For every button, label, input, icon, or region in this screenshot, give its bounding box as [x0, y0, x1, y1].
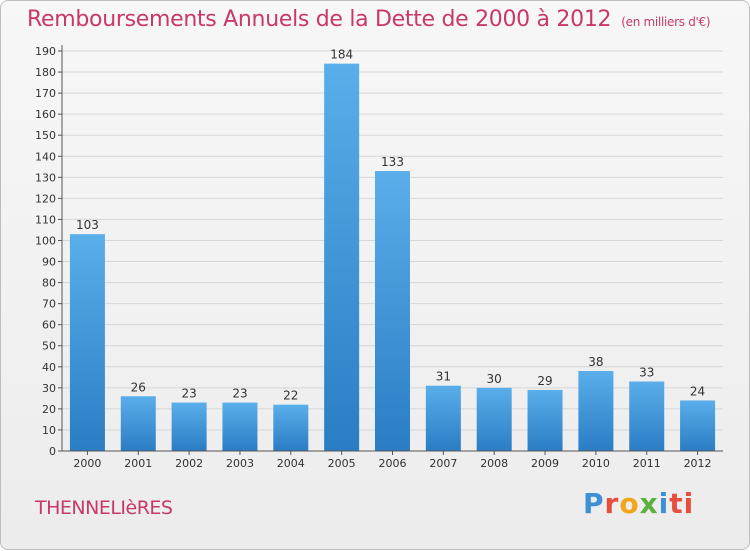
x-tick-label-2006: 2006 — [379, 457, 407, 470]
bar-2005 — [324, 63, 360, 451]
y-tick-label: 110 — [35, 213, 56, 226]
bar-2008 — [476, 387, 512, 451]
labels: 0 10 20 30 40 50 60 70 80 90 100 110 120 130 140 150 160… — [35, 45, 712, 470]
value-label-2009: 29 — [537, 374, 552, 388]
value-label-2000: 103 — [76, 218, 99, 232]
bar-2007 — [425, 385, 461, 451]
x-tick-label-2009: 2009 — [531, 457, 559, 470]
bar-2002 — [171, 402, 207, 451]
y-tick-label: 160 — [35, 108, 56, 121]
proxiti-logo: Proxiti — [583, 487, 695, 520]
commune-name: THENNELIèRES — [35, 497, 173, 519]
x-tick-label-2004: 2004 — [277, 457, 305, 470]
bar-2003 — [222, 402, 258, 451]
x-tick-label-2005: 2005 — [328, 457, 356, 470]
axes — [58, 45, 723, 455]
value-label-2006: 133 — [381, 155, 404, 169]
chart-title: Remboursements Annuels de la Dette de 20… — [27, 7, 711, 32]
x-tick-label-2010: 2010 — [582, 457, 610, 470]
y-tick-label: 0 — [49, 445, 56, 458]
y-tick-label: 120 — [35, 192, 56, 205]
value-label-2004: 22 — [283, 389, 298, 403]
value-label-2007: 31 — [436, 370, 451, 384]
y-tick-label: 80 — [42, 277, 56, 290]
bar-2004 — [273, 404, 309, 451]
y-tick-label: 70 — [42, 298, 56, 311]
bar-2000 — [69, 234, 105, 451]
y-tick-label: 60 — [42, 319, 56, 332]
y-tick-label: 50 — [42, 340, 56, 353]
y-tick-label: 180 — [35, 66, 56, 79]
x-tick-label-2003: 2003 — [226, 457, 254, 470]
bar-2011 — [629, 381, 665, 451]
y-tick-label: 190 — [35, 45, 56, 58]
x-tick-label-2011: 2011 — [633, 457, 661, 470]
y-tick-label: 10 — [42, 424, 56, 437]
y-tick-label: 150 — [35, 129, 56, 142]
bar-2001 — [120, 396, 156, 451]
value-label-2005: 184 — [330, 48, 353, 62]
y-tick-label: 30 — [42, 382, 56, 395]
value-label-2001: 26 — [131, 380, 146, 394]
x-tick-label-2012: 2012 — [684, 457, 712, 470]
value-label-2008: 30 — [487, 372, 502, 386]
bar-2006 — [375, 171, 410, 451]
y-tick-label: 90 — [42, 256, 56, 269]
x-tick-label-2001: 2001 — [124, 457, 152, 470]
chart-title-text: Remboursements Annuels de la Dette de 20… — [27, 7, 612, 32]
value-label-2010: 38 — [588, 355, 603, 369]
value-label-2002: 23 — [181, 387, 196, 401]
bar-2010 — [578, 371, 614, 451]
y-tick-label: 170 — [35, 87, 56, 100]
x-tick-label-2002: 2002 — [175, 457, 203, 470]
bar-2012 — [680, 400, 716, 451]
value-label-2003: 23 — [232, 387, 247, 401]
chart-subtitle: (en milliers d'€) — [621, 15, 711, 29]
x-tick-label-2007: 2007 — [429, 457, 457, 470]
bars — [69, 63, 716, 451]
y-tick-label: 140 — [35, 150, 56, 163]
x-tick-label-2000: 2000 — [73, 457, 101, 470]
value-label-2011: 33 — [639, 366, 654, 380]
x-tick-label-2008: 2008 — [480, 457, 508, 470]
bar-2009 — [527, 389, 563, 451]
y-tick-label: 100 — [35, 234, 56, 247]
y-tick-label: 20 — [42, 403, 56, 416]
value-label-2012: 24 — [690, 384, 705, 398]
y-tick-label: 40 — [42, 361, 56, 374]
y-tick-label: 130 — [35, 171, 56, 184]
